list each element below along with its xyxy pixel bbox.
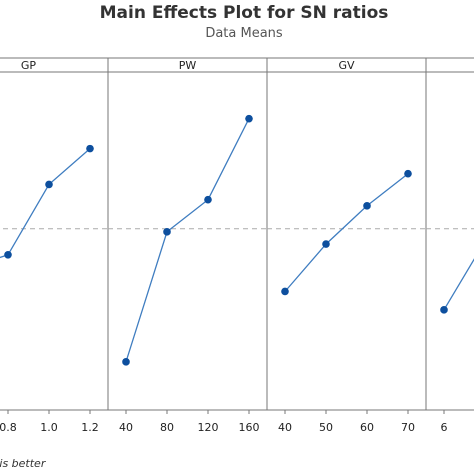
x-tick-label: 160	[239, 421, 260, 434]
chart-subtitle: Data Means	[205, 26, 283, 41]
series-line	[125, 118, 250, 362]
x-tick-label: 70	[401, 421, 415, 434]
data-point	[122, 358, 130, 366]
series-line	[443, 258, 474, 311]
x-tick-label: 1.0	[40, 421, 58, 434]
data-point	[404, 169, 412, 178]
panel-gv: GV 40 50 60 70	[266, 57, 427, 434]
panel-title: PW	[179, 59, 197, 72]
data-point	[322, 240, 330, 248]
x-tick-label: 6	[441, 421, 448, 434]
panel-frame	[107, 71, 268, 411]
data-point	[440, 306, 448, 314]
x-tick-label: 80	[160, 421, 174, 434]
panel-gp: GP0.60.81.01.2	[0, 57, 109, 434]
series-line	[284, 173, 409, 292]
x-tick-label: 1.2	[81, 421, 99, 434]
panel-partial: 6	[425, 57, 474, 434]
panel-pw: PW 40 80 120 160	[107, 57, 268, 434]
data-point	[204, 195, 212, 204]
series-line	[0, 148, 91, 259]
data-point	[281, 287, 289, 296]
data-point	[4, 250, 12, 259]
x-tick-label: 50	[319, 421, 333, 434]
x-tick-label: 40	[119, 421, 133, 434]
panel-title: GV	[338, 59, 355, 72]
x-tick-label: 0.8	[0, 421, 17, 434]
panel-title: GP	[21, 59, 37, 72]
data-point	[363, 202, 371, 210]
panel-frame	[425, 71, 474, 411]
chart-title: Main Effects Plot for SN ratios	[100, 3, 389, 23]
data-point	[86, 144, 94, 153]
data-point	[163, 228, 171, 236]
panel-header	[0, 57, 109, 73]
data-point	[245, 114, 253, 123]
panel-frame	[266, 71, 427, 411]
x-tick-label: 40	[278, 421, 292, 434]
data-point	[45, 180, 53, 189]
panel-header	[425, 57, 474, 73]
x-tick-label: 120	[198, 421, 219, 434]
chart-footnote: Signal-to-noise: Larger is better	[0, 457, 47, 470]
x-tick-label: 60	[360, 421, 374, 434]
